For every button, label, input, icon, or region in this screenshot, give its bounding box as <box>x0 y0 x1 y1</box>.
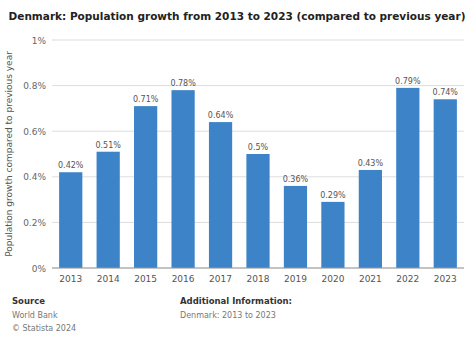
data-label: 0.71% <box>133 95 159 104</box>
bar <box>321 202 344 268</box>
y-tick-label: 0.2% <box>23 218 46 228</box>
grid <box>52 40 464 268</box>
x-tick-label: 2014 <box>97 274 120 284</box>
y-axis-label: Population growth compared to previous y… <box>4 51 14 257</box>
x-tick-label: 2022 <box>396 274 419 284</box>
x-tick-label: 2021 <box>359 274 382 284</box>
bar <box>59 172 82 268</box>
title: Denmark: Population growth from 2013 to … <box>9 10 466 22</box>
bar <box>97 152 120 268</box>
x-tick-label: 2015 <box>134 274 157 284</box>
data-label: 0.64% <box>208 111 234 120</box>
data-label: 0.29% <box>320 191 346 200</box>
data-label: 0.36% <box>283 175 309 184</box>
data-label: 0.79% <box>395 77 421 86</box>
footnote: Denmark: 2013 to 2023 <box>180 311 276 320</box>
x-axis-line <box>52 268 464 269</box>
footnote: © Statista 2024 <box>12 324 76 333</box>
x-tick-label: 2017 <box>209 274 232 284</box>
y-tick-label: 0.8% <box>23 81 46 91</box>
x-tick-label: 2016 <box>172 274 195 284</box>
footnote: Additional Information: <box>180 296 292 306</box>
data-label: 0.5% <box>248 143 269 152</box>
data-label: 0.74% <box>433 88 459 97</box>
bar <box>134 106 157 268</box>
bar <box>284 186 307 268</box>
grid-line <box>52 268 464 269</box>
x-tick-label: 2020 <box>321 274 344 284</box>
y-tick-label: 0% <box>32 264 47 274</box>
x-tick-label: 2023 <box>434 274 457 284</box>
footnote: World Bank <box>12 311 58 320</box>
bar <box>246 154 269 268</box>
data-label: 0.78% <box>170 79 196 88</box>
y-tick-label: 0.6% <box>23 127 46 137</box>
bars <box>59 88 457 268</box>
data-label: 0.51% <box>95 141 121 150</box>
bar <box>434 99 457 268</box>
y-tick-label: 0.4% <box>23 172 46 182</box>
y-tick-label: 1% <box>32 36 47 46</box>
bar <box>171 90 194 268</box>
chart: Denmark: Population growth from 2013 to … <box>0 0 474 352</box>
x-tick-label: 2018 <box>247 274 270 284</box>
footnote: Source <box>12 296 45 306</box>
bar <box>396 88 419 268</box>
x-tick-label: 2019 <box>284 274 307 284</box>
bar <box>209 122 232 268</box>
grid-line <box>52 40 464 41</box>
bar <box>359 170 382 268</box>
data-label: 0.42% <box>58 161 84 170</box>
data-label: 0.43% <box>358 159 384 168</box>
x-tick-label: 2013 <box>59 274 82 284</box>
